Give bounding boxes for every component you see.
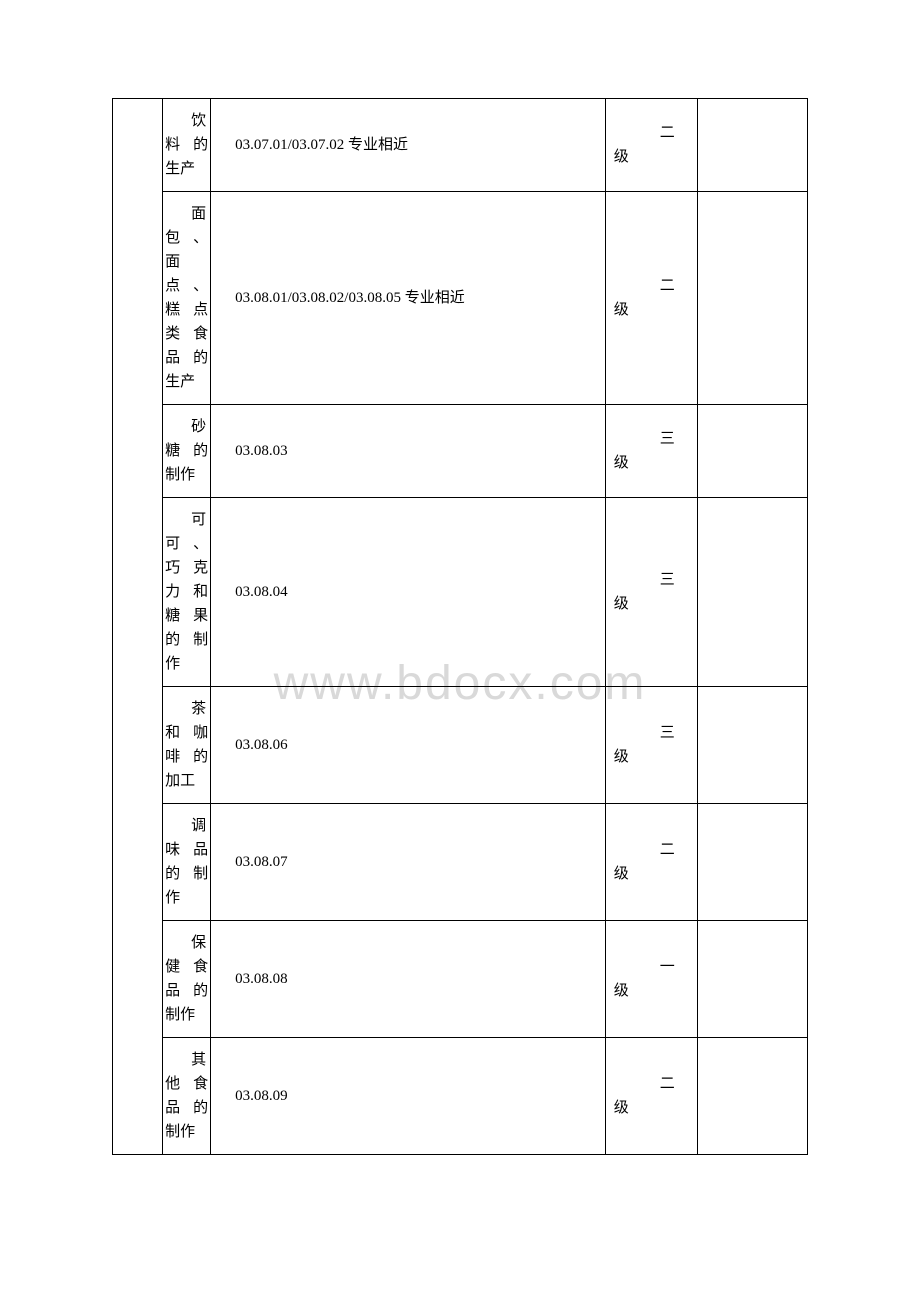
name-rest: 味品的制作 [165, 838, 208, 910]
name-rest: 和咖啡的加工 [165, 721, 208, 793]
table-row: 面 包、面点、糕点类食品的生产 03.08.01/03.08.02/03.08.… [113, 192, 808, 405]
name-cell: 保 健食品的制作 [163, 921, 211, 1038]
table-row: 保 健食品的制作 03.08.08 一 级 [113, 921, 808, 1038]
table-row: 其 他食品的制作 03.08.09 二 级 [113, 1038, 808, 1155]
level-cell: 三 级 [605, 405, 697, 498]
document-page: www.bdocx.com 饮 料的生产 03.07.01/03.07.02 专… [0, 0, 920, 1302]
code-cell: 03.08.08 [211, 921, 606, 1038]
level-char: 二 [610, 838, 693, 862]
name-rest: 包、面点、糕点类食品的生产 [165, 226, 208, 394]
code-cell: 03.08.01/03.08.02/03.08.05 专业相近 [211, 192, 606, 405]
name-first-char: 可 [165, 508, 208, 532]
table-row: 茶 和咖啡的加工 03.08.06 三 级 [113, 687, 808, 804]
name-cell: 饮 料的生产 [163, 99, 211, 192]
right-cell [697, 405, 807, 498]
level-word: 级 [610, 979, 693, 1003]
level-word: 级 [610, 1096, 693, 1120]
level-char: 三 [610, 568, 693, 592]
table-row: 砂 糖的制作 03.08.03 三 级 [113, 405, 808, 498]
name-rest: 糖的制作 [165, 439, 208, 487]
table-wrapper: 饮 料的生产 03.07.01/03.07.02 专业相近 二 级 面 包、面点… [112, 98, 808, 1155]
code-cell: 03.08.03 [211, 405, 606, 498]
code-cell: 03.07.01/03.07.02 专业相近 [211, 99, 606, 192]
level-word: 级 [610, 298, 693, 322]
name-cell: 其 他食品的制作 [163, 1038, 211, 1155]
name-cell: 茶 和咖啡的加工 [163, 687, 211, 804]
name-cell: 砂 糖的制作 [163, 405, 211, 498]
level-cell: 三 级 [605, 687, 697, 804]
name-first-char: 茶 [165, 697, 208, 721]
left-spacer-cell [113, 99, 163, 1155]
code-cell: 03.08.07 [211, 804, 606, 921]
name-cell: 面 包、面点、糕点类食品的生产 [163, 192, 211, 405]
classification-table: 饮 料的生产 03.07.01/03.07.02 专业相近 二 级 面 包、面点… [112, 98, 808, 1155]
level-word: 级 [610, 745, 693, 769]
table-row: 调 味品的制作 03.08.07 二 级 [113, 804, 808, 921]
level-cell: 二 级 [605, 192, 697, 405]
name-first-char: 保 [165, 931, 208, 955]
right-cell [697, 99, 807, 192]
level-cell: 二 级 [605, 1038, 697, 1155]
name-cell: 调 味品的制作 [163, 804, 211, 921]
level-char: 二 [610, 274, 693, 298]
code-cell: 03.08.09 [211, 1038, 606, 1155]
level-char: 二 [610, 121, 693, 145]
right-cell [697, 804, 807, 921]
name-first-char: 其 [165, 1048, 208, 1072]
level-char: 一 [610, 955, 693, 979]
level-cell: 三 级 [605, 498, 697, 687]
level-char: 三 [610, 427, 693, 451]
right-cell [697, 498, 807, 687]
right-cell [697, 687, 807, 804]
code-cell: 03.08.04 [211, 498, 606, 687]
name-cell: 可 可、巧克力和糖果的制作 [163, 498, 211, 687]
name-rest: 健食品的制作 [165, 955, 208, 1027]
name-rest: 可、巧克力和糖果的制作 [165, 532, 208, 676]
name-rest: 料的生产 [165, 133, 208, 181]
code-cell: 03.08.06 [211, 687, 606, 804]
name-first-char: 调 [165, 814, 208, 838]
right-cell [697, 192, 807, 405]
level-word: 级 [610, 862, 693, 886]
right-cell [697, 921, 807, 1038]
name-first-char: 面 [165, 202, 208, 226]
name-rest: 他食品的制作 [165, 1072, 208, 1144]
name-first-char: 饮 [165, 109, 208, 133]
name-first-char: 砂 [165, 415, 208, 439]
table-row: 可 可、巧克力和糖果的制作 03.08.04 三 级 [113, 498, 808, 687]
level-cell: 二 级 [605, 99, 697, 192]
right-cell [697, 1038, 807, 1155]
level-word: 级 [610, 451, 693, 475]
level-word: 级 [610, 592, 693, 616]
level-word: 级 [610, 145, 693, 169]
level-cell: 一 级 [605, 921, 697, 1038]
level-cell: 二 级 [605, 804, 697, 921]
level-char: 二 [610, 1072, 693, 1096]
table-row: 饮 料的生产 03.07.01/03.07.02 专业相近 二 级 [113, 99, 808, 192]
level-char: 三 [610, 721, 693, 745]
